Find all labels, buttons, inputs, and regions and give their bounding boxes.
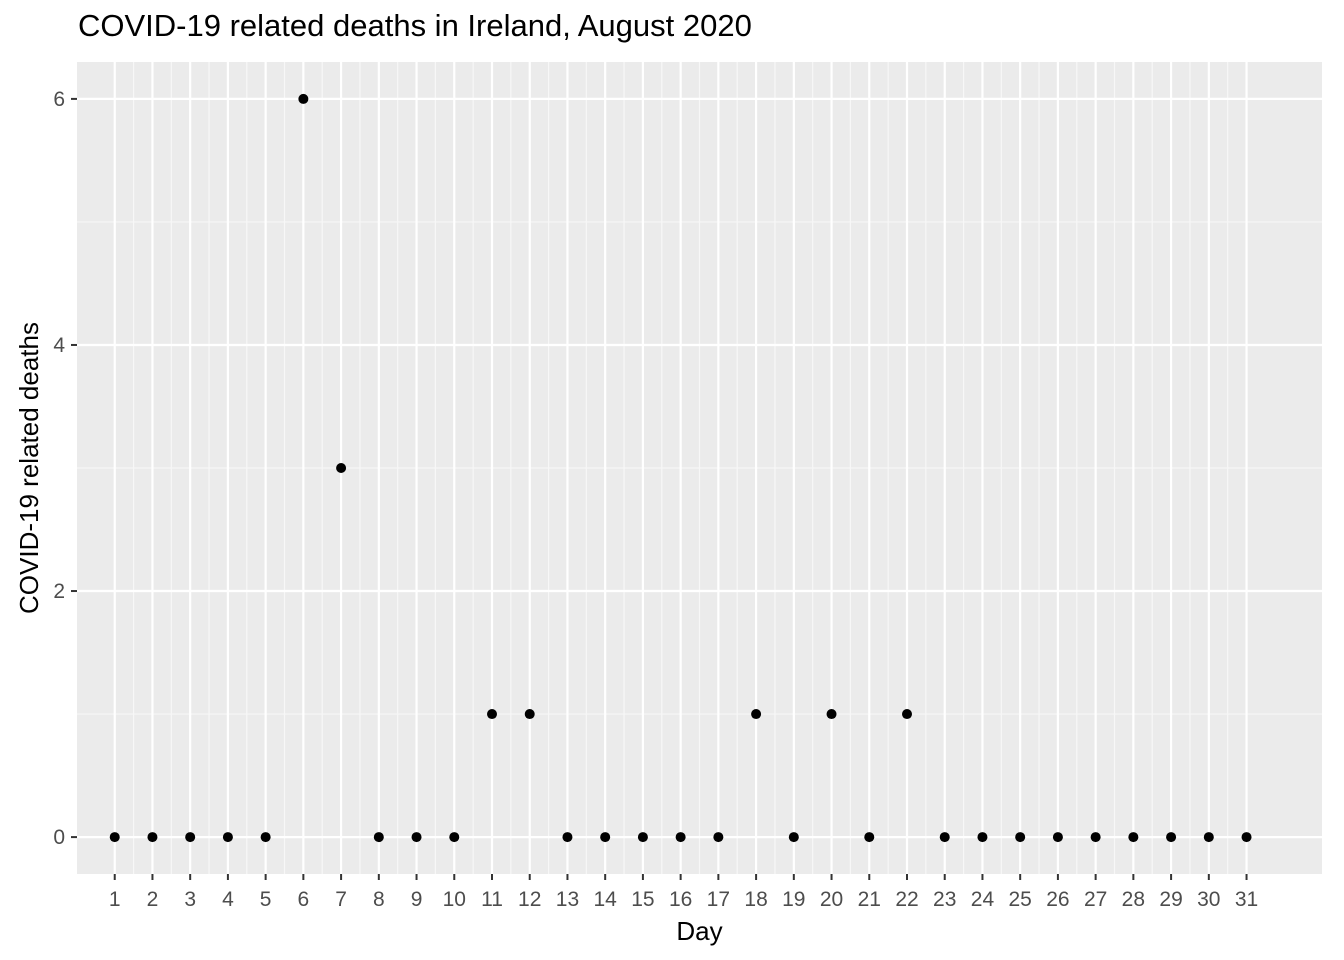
x-tick-label: 23 (933, 888, 956, 911)
x-axis-title: Day (676, 916, 722, 946)
y-tick-label: 4 (53, 334, 65, 357)
data-point (713, 832, 724, 843)
x-tick-label: 29 (1159, 888, 1182, 911)
minor-gridlines (77, 62, 1322, 874)
data-point (864, 832, 875, 843)
x-tick-label: 5 (260, 888, 272, 911)
data-point (977, 832, 988, 843)
data-point (902, 709, 912, 720)
y-tick-label: 0 (53, 826, 65, 849)
x-tick-label: 21 (858, 888, 881, 911)
x-tick-label: 25 (1009, 888, 1032, 911)
x-tick-label: 4 (222, 888, 234, 911)
x-tick-label: 12 (518, 888, 541, 911)
x-tick-label: 16 (669, 888, 692, 911)
x-tick-label: 18 (744, 888, 767, 911)
data-point (487, 709, 497, 720)
data-point (1241, 832, 1252, 843)
x-tick-label: 7 (335, 888, 347, 911)
x-tick-label: 28 (1122, 888, 1145, 911)
x-tick-label: 27 (1084, 888, 1107, 911)
x-tick-label: 24 (971, 888, 995, 911)
chart-title: COVID-19 related deaths in Ireland, Augu… (78, 8, 752, 43)
x-tick-label: 3 (184, 888, 196, 911)
x-tick-label: 17 (707, 888, 730, 911)
data-point (1166, 832, 1177, 843)
x-tick-label: 19 (782, 888, 805, 911)
x-tick-label: 14 (594, 888, 618, 911)
data-point (336, 463, 347, 473)
data-point (298, 93, 309, 104)
data-point (222, 832, 233, 843)
data-point (411, 832, 422, 843)
data-point (1203, 832, 1214, 843)
x-tick-label: 1 (109, 888, 121, 911)
data-point (373, 832, 384, 843)
data-point (637, 832, 648, 843)
x-tick-label: 11 (481, 888, 503, 911)
data-point (524, 709, 535, 720)
y-tick-label: 6 (53, 88, 65, 111)
data-points (109, 93, 1252, 843)
tick-labels: 1 2 3 4 5 6 7 8 9 10 11 12 13 14 15 16 17 18 19 20 21 22 23 24 2… (53, 88, 1258, 911)
major-gridlines (77, 62, 1322, 874)
axis-ticks (71, 97, 1248, 880)
data-point (185, 832, 196, 843)
x-tick-label: 6 (298, 888, 310, 911)
data-point (147, 832, 158, 843)
x-tick-label: 22 (895, 888, 918, 911)
x-tick-label: 9 (411, 888, 423, 911)
x-tick-label: 10 (443, 888, 466, 911)
data-point (109, 832, 120, 843)
data-point (1090, 832, 1101, 843)
x-tick-label: 30 (1197, 888, 1220, 911)
data-point (449, 832, 460, 843)
data-point (1128, 832, 1139, 843)
x-tick-label: 31 (1235, 888, 1258, 911)
x-tick-label: 8 (373, 888, 385, 911)
data-point (1015, 832, 1026, 843)
x-tick-label: 13 (556, 888, 579, 911)
data-point (751, 709, 762, 720)
data-point (260, 832, 271, 843)
data-point (1052, 832, 1063, 843)
data-point (562, 832, 573, 843)
x-tick-label: 2 (147, 888, 159, 911)
data-point (600, 832, 611, 843)
x-tick-label: 26 (1046, 888, 1069, 911)
data-point (675, 832, 686, 843)
data-point (788, 832, 799, 843)
data-point (826, 709, 837, 720)
data-point (939, 832, 950, 843)
y-tick-label: 2 (53, 580, 65, 603)
y-axis-title: COVID-19 related deaths (14, 322, 44, 614)
x-tick-label: 15 (631, 888, 654, 911)
x-tick-label: 20 (820, 888, 843, 911)
